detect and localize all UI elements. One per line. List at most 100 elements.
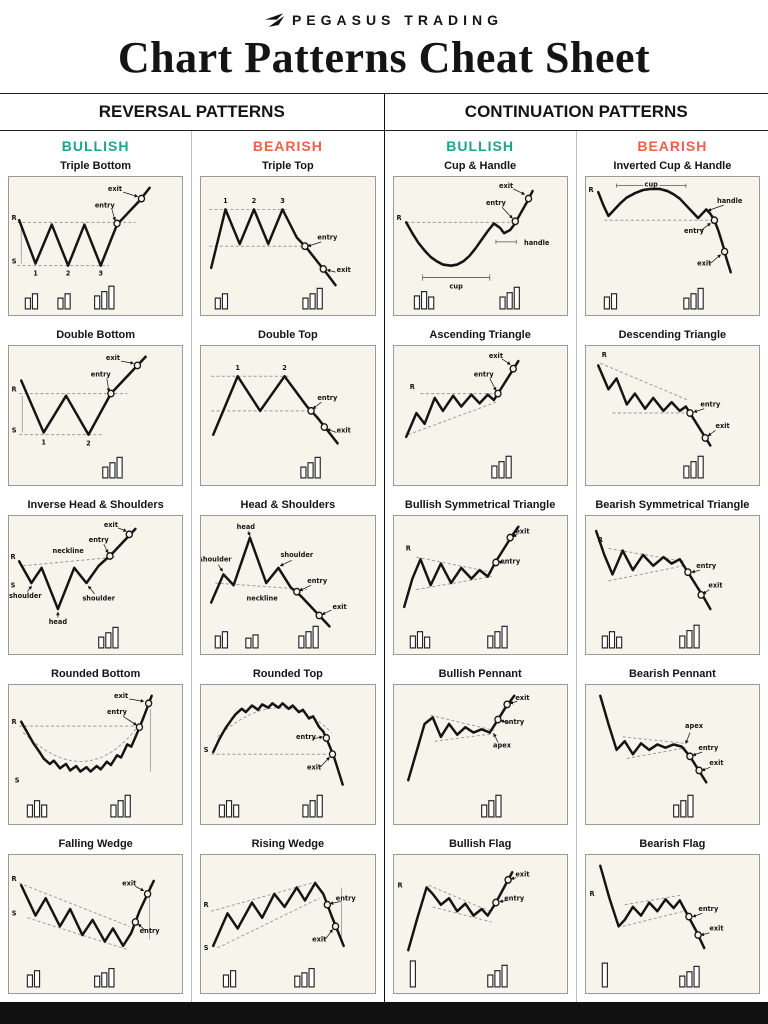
svg-text:entry: entry — [307, 577, 327, 585]
svg-text:R: R — [405, 544, 411, 552]
trade-marker — [322, 734, 331, 743]
volume-bars — [26, 967, 115, 988]
svg-text:entry: entry — [504, 718, 524, 726]
price-line — [594, 529, 712, 611]
svg-text:handle: handle — [523, 239, 549, 247]
volume-bars — [413, 286, 520, 310]
svg-text:S: S — [204, 944, 209, 952]
trade-marker — [125, 530, 133, 539]
pattern-chart-bullish-pennant: exit entry apex — [392, 684, 568, 825]
svg-text:entry: entry — [500, 557, 520, 565]
pattern-name: Descending Triangle — [618, 329, 727, 342]
volume-bars — [683, 456, 704, 479]
svg-text:exit: exit — [515, 527, 530, 535]
svg-text:R: R — [588, 186, 594, 194]
pattern-diagram: 1 2 3 entry exit — [209, 197, 352, 310]
section-header-row: REVERSAL PATTERNS CONTINUATION PATTERNS — [0, 93, 768, 131]
pattern-name: Bearish Symmetrical Triangle — [595, 498, 750, 511]
price-line — [404, 189, 534, 267]
price-line — [596, 364, 712, 448]
svg-text:exit: exit — [114, 692, 129, 700]
svg-text:3: 3 — [98, 269, 103, 277]
svg-text:shoulder: shoulder — [9, 592, 42, 600]
svg-text:entry: entry — [485, 199, 505, 207]
svg-text:entry: entry — [336, 894, 356, 902]
trade-marker — [144, 699, 153, 708]
svg-text:R: R — [396, 214, 402, 222]
svg-text:R: R — [409, 383, 415, 391]
price-line — [406, 870, 513, 952]
svg-text:1: 1 — [33, 269, 38, 277]
volume-bars — [214, 625, 320, 649]
pattern-name: Rounded Bottom — [51, 668, 141, 681]
chart-annotations: head shoulder shoulder neckline entry exit — [201, 523, 348, 615]
price-line — [212, 375, 340, 446]
price-line — [20, 355, 147, 437]
svg-text:cup: cup — [644, 181, 657, 189]
pattern-name: Cup & Handle — [444, 160, 517, 172]
svg-text:neckline: neckline — [247, 594, 279, 602]
svg-text:R: R — [12, 214, 18, 222]
price-line — [404, 360, 520, 439]
pattern-name: Rising Wedge — [251, 837, 325, 850]
svg-text:exit: exit — [697, 259, 712, 267]
svg-text:3: 3 — [280, 197, 285, 205]
svg-text:entry: entry — [91, 371, 111, 379]
trade-marker — [131, 917, 140, 926]
svg-text:entry: entry — [107, 708, 127, 716]
pattern-name: Triple Top — [262, 160, 314, 172]
svg-text:S: S — [11, 581, 16, 589]
pattern-diagram: 1 2 entry exit — [211, 364, 352, 479]
pattern-name: Inverted Cup & Handle — [613, 160, 732, 172]
pattern-name: Triple Bottom — [60, 160, 132, 172]
pattern-name: Inverse Head & Shoulders — [27, 498, 164, 511]
trade-marker — [323, 900, 332, 909]
svg-text:2: 2 — [252, 197, 257, 205]
svg-text:exit: exit — [104, 520, 119, 528]
trade-marker — [509, 365, 517, 374]
volume-bars — [601, 962, 700, 988]
svg-text:R: R — [12, 718, 18, 726]
pattern-name: Bullish Flag — [448, 837, 512, 850]
volume-bars — [102, 457, 123, 479]
svg-text:entry: entry — [95, 201, 115, 209]
pattern-chart-triple-top: 1 2 3 entry exit — [200, 176, 376, 317]
volume-bars — [409, 959, 508, 988]
trade-marker — [301, 242, 309, 251]
svg-text:shoulder: shoulder — [201, 555, 232, 563]
svg-text:exit: exit — [709, 924, 724, 932]
svg-text:S: S — [15, 776, 20, 784]
price-line — [17, 527, 137, 611]
trade-marker — [319, 264, 328, 273]
volume-bars — [601, 624, 700, 649]
trade-marker — [502, 700, 511, 709]
trade-marker — [720, 247, 729, 256]
svg-text:shoulder: shoulder — [281, 551, 314, 559]
trade-marker — [293, 587, 301, 596]
svg-text:exit: exit — [108, 185, 123, 193]
pattern-cell-head-shoulders: Head & Shoulders head shoulder shoulder neck… — [197, 494, 378, 663]
svg-text:exit: exit — [708, 581, 723, 589]
trade-marker — [683, 568, 692, 576]
price-line — [598, 864, 706, 949]
svg-text:entry: entry — [318, 234, 338, 242]
